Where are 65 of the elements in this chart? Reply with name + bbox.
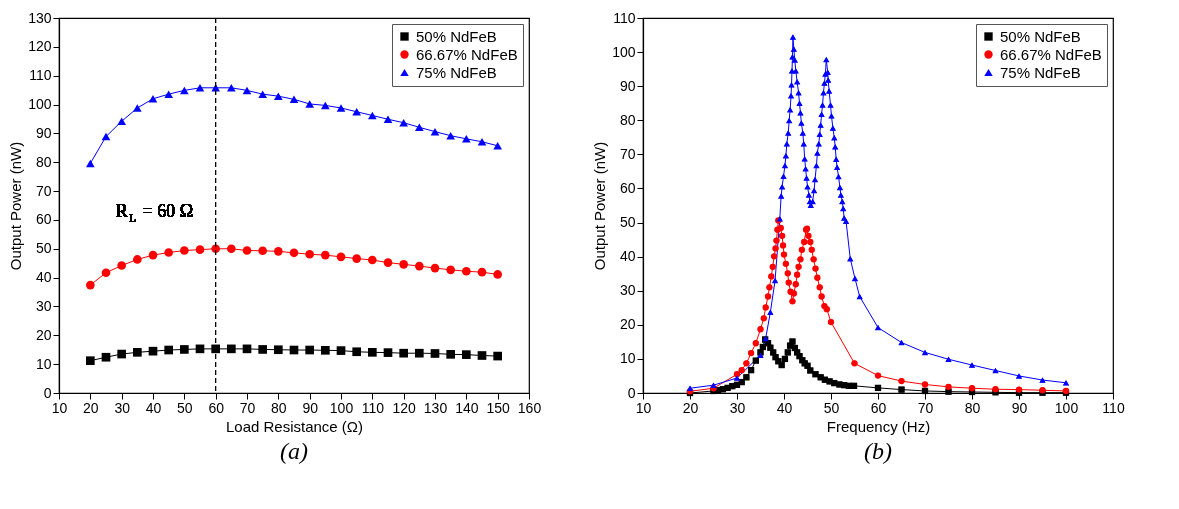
y-tick-label: 0 <box>43 384 52 401</box>
y-tick-label: 100 <box>612 43 636 60</box>
y-tick-label: 100 <box>28 96 52 113</box>
y-tick-label: 10 <box>35 355 52 372</box>
x-axis-title: Load Resistance (Ω) <box>225 417 364 435</box>
x-tick-label: 150 <box>486 399 511 416</box>
y-tick-label: 40 <box>35 269 52 286</box>
x-tick-label: 130 <box>423 399 448 416</box>
x-tick-label: 40 <box>145 399 162 416</box>
y-tick-label: 110 <box>29 67 52 84</box>
legend-label: 66.67% NdFeB <box>1000 45 1102 63</box>
x-tick-label: 100 <box>1054 399 1079 416</box>
y-tick-label: 0 <box>627 384 636 401</box>
y-tick-label: 10 <box>619 350 636 367</box>
x-tick-label: 120 <box>392 399 417 416</box>
y-tick-label: 120 <box>28 38 52 55</box>
x-tick-label: 90 <box>1011 399 1028 416</box>
legend-label: 75% NdFeB <box>416 63 497 81</box>
x-tick-label: 20 <box>83 399 99 416</box>
x-tick-label: 50 <box>823 399 840 416</box>
x-tick-label: 10 <box>51 399 68 416</box>
x-tick-label: 160 <box>517 399 542 416</box>
x-axis-title: Frequency (Hz) <box>826 417 931 435</box>
y-axis-title: Output Power (nW) <box>591 141 609 271</box>
x-tick-label: 110 <box>361 399 385 416</box>
y-tick-label: 50 <box>619 214 636 231</box>
y-tick-label: 20 <box>619 316 636 333</box>
y-tick-label: 70 <box>619 145 636 162</box>
text: (a) <box>280 438 308 464</box>
y-tick-label: 60 <box>35 211 52 228</box>
y-tick-label: 70 <box>35 182 52 199</box>
y-tick-label: 60 <box>619 179 636 196</box>
text: (b) <box>864 438 892 464</box>
x-tick-label: 100 <box>329 399 354 416</box>
x-tick-label: 50 <box>177 399 193 416</box>
y-tick-label: 40 <box>619 248 636 265</box>
x-tick-label: 70 <box>239 399 256 416</box>
x-tick-label: 40 <box>776 399 793 416</box>
y-tick-label: 80 <box>35 153 52 170</box>
x-tick-label: 10 <box>635 399 652 416</box>
y-tick-label: 30 <box>35 297 52 314</box>
y-tick-label: 110 <box>613 9 636 26</box>
y-axis-title: Output Power (nW) <box>7 141 25 271</box>
x-tick-label: 20 <box>682 399 699 416</box>
y-tick-label: 130 <box>28 9 52 26</box>
y-tick-label: 80 <box>619 111 636 128</box>
y-tick-label: 50 <box>35 240 52 257</box>
legend-label: 66.67% NdFeB <box>416 45 518 63</box>
x-tick-label: 140 <box>455 399 479 416</box>
x-tick-label: 30 <box>729 399 746 416</box>
x-tick-label: 60 <box>870 399 887 416</box>
x-tick-label: 90 <box>302 399 319 416</box>
x-tick-label: 60 <box>208 399 225 416</box>
x-tick-label: 30 <box>114 399 131 416</box>
x-tick-label: 70 <box>917 399 934 416</box>
y-tick-label: 30 <box>619 282 636 299</box>
y-tick-label: 90 <box>35 124 52 141</box>
legend-label: 75% NdFeB <box>1000 63 1081 81</box>
legend-label: 50% NdFeB <box>416 27 497 45</box>
x-tick-label: 110 <box>1102 399 1125 416</box>
legend-label: 50% NdFeB <box>1000 27 1081 45</box>
y-tick-label: 90 <box>619 77 636 94</box>
x-tick-label: 80 <box>964 399 981 416</box>
x-tick-label: 80 <box>271 399 287 416</box>
y-tick-label: 20 <box>35 326 52 343</box>
